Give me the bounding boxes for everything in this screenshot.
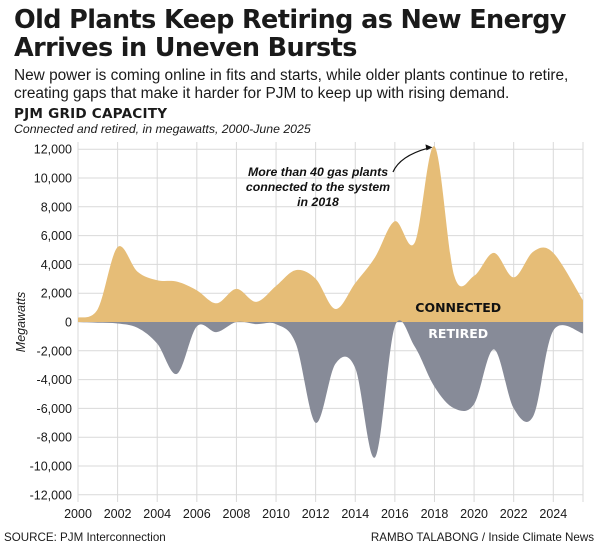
x-tick-label: 2020 bbox=[460, 507, 488, 521]
annotation-line: connected to the system bbox=[246, 180, 390, 194]
headline: Old Plants Keep Retiring as New Energy A… bbox=[14, 5, 567, 63]
chart-labels: 2000 2002 2004 2006 2008 2010 2012 2014 2016 2018… bbox=[14, 143, 567, 521]
x-tick-label: 2012 bbox=[302, 507, 330, 521]
y-tick-label: 2,000 bbox=[41, 287, 72, 301]
y-tick-label: -2,000 bbox=[37, 344, 72, 358]
x-tick-label: 2016 bbox=[381, 507, 409, 521]
annotation-arrow bbox=[392, 147, 428, 173]
x-tick-label: 2024 bbox=[539, 507, 567, 521]
x-tick-label: 2004 bbox=[143, 507, 171, 521]
x-tick-label: 2008 bbox=[223, 507, 251, 521]
y-tick-label: 12,000 bbox=[34, 143, 72, 157]
y-tick-label: 0 bbox=[65, 316, 72, 330]
y-tick-label: -12,000 bbox=[30, 488, 72, 502]
series-label-retired: RETIRED bbox=[428, 326, 488, 341]
connected-area bbox=[78, 146, 583, 322]
dek: New power is coming online in fits and s… bbox=[14, 67, 569, 102]
series-label-connected: CONNECTED bbox=[415, 300, 501, 315]
retired-area bbox=[78, 320, 583, 458]
x-tick-label: 2014 bbox=[341, 507, 369, 521]
y-tick-label: -8,000 bbox=[37, 431, 72, 445]
annotation-line: in 2018 bbox=[297, 195, 339, 209]
y-tick-label: -6,000 bbox=[37, 402, 72, 416]
y-tick-label: -4,000 bbox=[37, 373, 72, 387]
x-tick-label: 2018 bbox=[421, 507, 449, 521]
y-axis-title: Megawatts bbox=[14, 292, 28, 352]
annotation-line: More than 40 gas plants bbox=[248, 165, 388, 179]
y-tick-label: 8,000 bbox=[41, 200, 72, 214]
x-tick-label: 2002 bbox=[104, 507, 132, 521]
y-tick-label: 6,000 bbox=[41, 229, 72, 243]
chart-areas bbox=[78, 146, 583, 458]
y-tick-label: 4,000 bbox=[41, 258, 72, 272]
x-tick-label: 2006 bbox=[183, 507, 211, 521]
annotation-arrowhead bbox=[425, 144, 433, 151]
source-note: SOURCE: PJM Interconnection bbox=[4, 531, 166, 544]
y-tick-label: -10,000 bbox=[30, 460, 72, 474]
chart-subtitle: Connected and retired, in megawatts, 200… bbox=[14, 122, 311, 136]
x-tick-label: 2010 bbox=[262, 507, 290, 521]
credit-line: RAMBO TALABONG / Inside Climate News bbox=[370, 531, 594, 544]
chart-title: PJM GRID CAPACITY bbox=[14, 106, 168, 122]
x-tick-label: 2022 bbox=[500, 507, 528, 521]
x-tick-label: 2000 bbox=[64, 507, 92, 521]
y-tick-label: 10,000 bbox=[34, 172, 72, 186]
